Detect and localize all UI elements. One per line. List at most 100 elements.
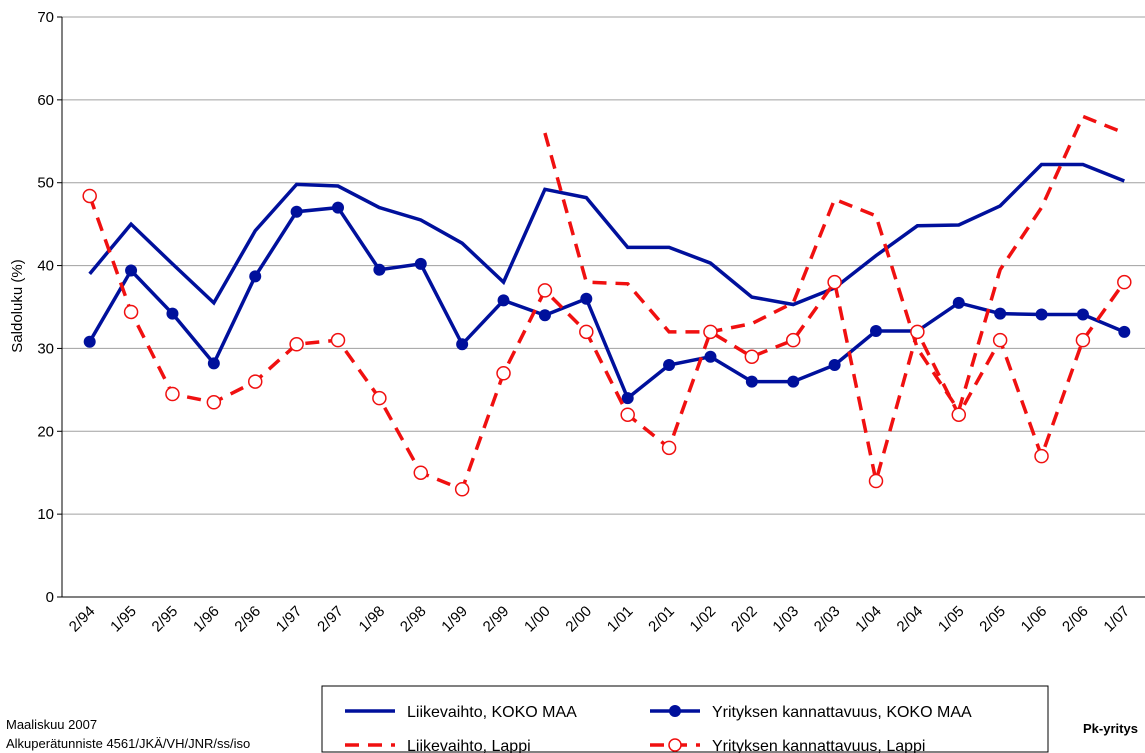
point [1075, 332, 1091, 348]
series-line [543, 114, 1125, 415]
point [372, 390, 387, 406]
x-tick-label: 1/05 [935, 603, 968, 636]
x-tick-label: 1/95 [107, 603, 140, 636]
legend-marker [669, 705, 681, 717]
y-tick-label: 30 [37, 340, 54, 357]
point [703, 324, 718, 340]
point [951, 407, 967, 422]
point [787, 375, 800, 388]
y-tick-label: 60 [37, 92, 54, 109]
point [1117, 274, 1132, 290]
x-tick-label: 1/96 [190, 603, 223, 636]
point [828, 359, 841, 371]
point [661, 440, 677, 456]
point [123, 304, 139, 320]
legend-label: Liikevaihto, Lappi [407, 738, 531, 753]
x-tick-label: 2/00 [562, 603, 595, 636]
point [249, 270, 262, 283]
x-tick-label: 1/01 [604, 603, 637, 636]
x-tick-label: 2/03 [811, 603, 844, 636]
point [827, 274, 842, 290]
x-tick-label: 1/03 [769, 603, 802, 636]
point [497, 294, 510, 307]
x-tick-label: 1/98 [356, 603, 389, 636]
x-tick-label: 2/01 [645, 603, 678, 636]
x-tick-label: 2/98 [397, 603, 430, 636]
x-tick-label: 2/05 [976, 603, 1009, 636]
point [579, 324, 594, 340]
x-tick-label: 2/06 [1059, 603, 1092, 636]
legend-marker [668, 738, 682, 752]
point [1076, 308, 1089, 321]
point [454, 482, 470, 497]
point [496, 366, 511, 381]
x-tick-label: 1/02 [687, 603, 720, 636]
point [952, 296, 965, 309]
x-tick-label: 2/04 [894, 603, 927, 636]
footer-id: Alkuperätunniste 4561/JKÄ/VH/JNR/ss/iso [6, 736, 250, 751]
series-line [88, 195, 1126, 492]
point [289, 337, 304, 352]
y-tick-label: 20 [37, 423, 54, 440]
footer-date: Maaliskuu 2007 [6, 717, 97, 732]
y-tick-label: 40 [37, 258, 54, 275]
x-tick-label: 1/07 [1100, 603, 1133, 636]
point [82, 188, 97, 204]
point [206, 395, 222, 410]
y-tick-label: 70 [37, 9, 54, 26]
point [83, 335, 96, 348]
y-tick-label: 10 [37, 506, 54, 523]
point [744, 349, 760, 364]
x-tick-label: 1/06 [1018, 603, 1051, 636]
brand: Pk-yritys [1083, 721, 1138, 736]
point [1034, 448, 1049, 464]
x-tick-label: 2/97 [314, 603, 347, 636]
point [330, 332, 346, 348]
point [538, 309, 551, 322]
x-tick-label: 2/94 [66, 603, 99, 636]
legend-label: Yrityksen kannattavuus, Lappi [712, 738, 925, 753]
x-tick-label: 2/99 [480, 603, 513, 636]
point [745, 375, 758, 388]
point [207, 357, 220, 370]
point [621, 392, 634, 405]
point [1035, 308, 1048, 321]
point [373, 263, 386, 276]
point [992, 332, 1008, 348]
point [290, 205, 303, 218]
point [994, 307, 1007, 320]
point [663, 359, 676, 371]
point [910, 324, 925, 340]
point [166, 307, 179, 320]
x-tick-label: 1/00 [521, 603, 554, 636]
point [413, 465, 429, 480]
point [870, 325, 882, 338]
point [580, 292, 593, 305]
point [868, 473, 884, 489]
series-line [88, 205, 1125, 401]
legend-label: Yrityksen kannattavuus, KOKO MAA [712, 704, 972, 721]
legend-box [321, 685, 1049, 753]
point [1118, 325, 1131, 338]
y-axis-label: Saldoluku (%) [9, 259, 26, 352]
series-line [88, 162, 1125, 307]
x-tick-label: 2/02 [728, 603, 761, 636]
point [414, 257, 427, 270]
x-tick-label: 2/96 [231, 603, 264, 636]
y-tick-label: 50 [37, 175, 54, 192]
x-tick-label: 1/99 [438, 603, 471, 636]
y-tick-label: 0 [46, 589, 54, 606]
point [247, 374, 263, 389]
point [785, 332, 801, 348]
x-tick-label: 1/04 [852, 603, 885, 636]
point [620, 407, 635, 422]
x-tick-label: 1/97 [273, 603, 306, 636]
point [456, 338, 469, 351]
point [165, 386, 180, 402]
point [537, 283, 553, 298]
point [332, 201, 344, 214]
x-tick-label: 2/95 [149, 603, 182, 636]
legend-label: Liikevaihto, KOKO MAA [407, 704, 577, 721]
point [125, 264, 138, 277]
